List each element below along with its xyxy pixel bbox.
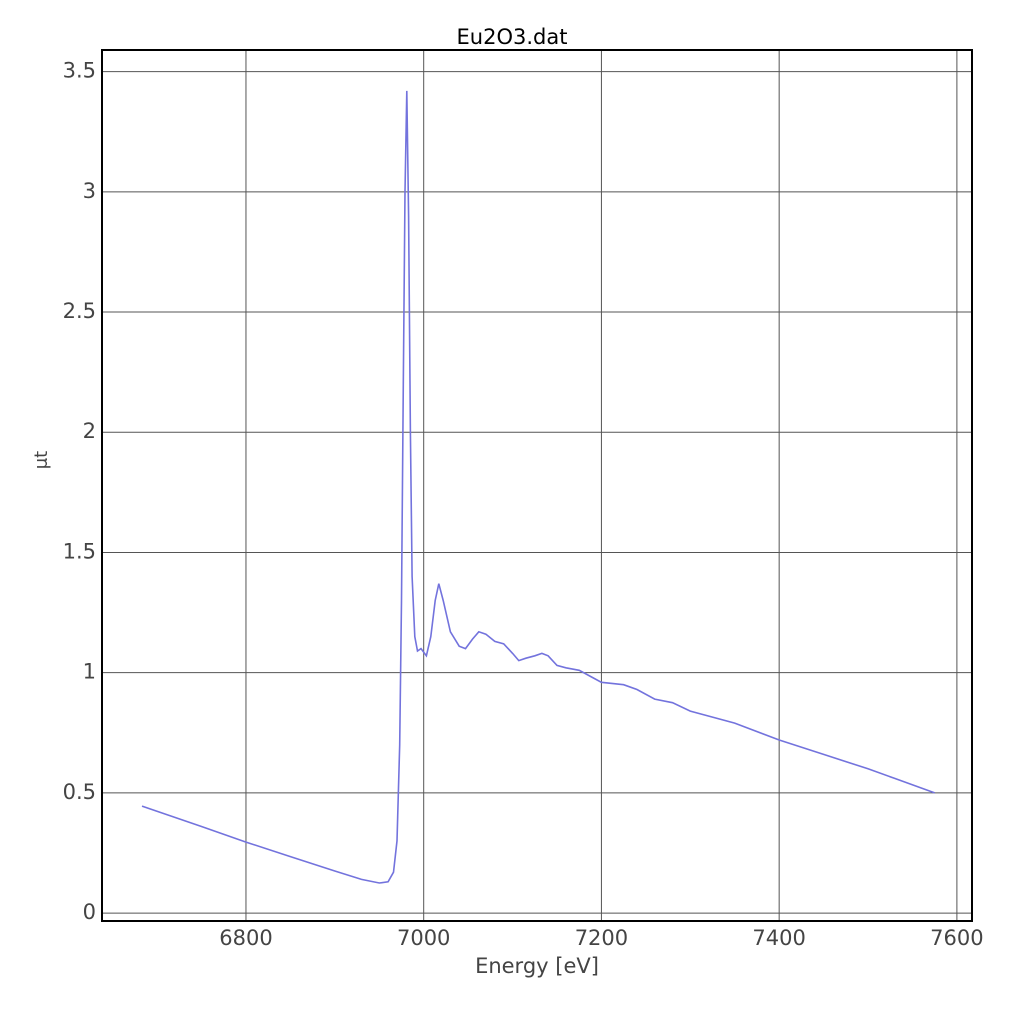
- plot-frame: [101, 49, 973, 922]
- x-tick-label: 6800: [219, 926, 272, 950]
- x-tick-label: 7400: [752, 926, 805, 950]
- data-line: [141, 90, 935, 884]
- y-tick-label: 2: [83, 419, 96, 443]
- y-tick-label: 1.5: [63, 539, 96, 563]
- chart-title: Eu2O3.dat: [457, 25, 568, 49]
- y-tick-label: 0.5: [63, 780, 96, 804]
- y-tick-label: 3: [83, 179, 96, 203]
- x-tick-label: 7200: [575, 926, 628, 950]
- x-tick-label: 7000: [397, 926, 450, 950]
- y-tick-label: 3.5: [63, 59, 96, 83]
- x-tick-label: 7600: [930, 926, 983, 950]
- x-axis-label: Energy [eV]: [475, 954, 599, 978]
- y-tick-label: 0: [83, 900, 96, 924]
- y-tick-label: 1: [83, 660, 96, 684]
- y-tick-label: 2.5: [63, 299, 96, 323]
- y-axis-label: μt: [31, 451, 52, 470]
